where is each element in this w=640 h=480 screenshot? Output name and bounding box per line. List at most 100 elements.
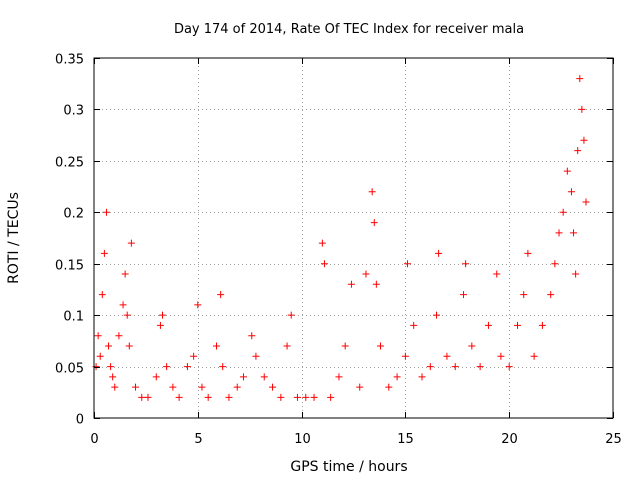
y-tick-label: 0.1: [63, 310, 84, 325]
data-point: [580, 136, 588, 144]
data-point: [310, 393, 318, 401]
data-point: [451, 363, 459, 371]
data-point: [138, 393, 146, 401]
data-point: [468, 342, 476, 350]
data-point: [572, 270, 580, 278]
data-point: [132, 383, 140, 391]
data-point: [563, 167, 571, 175]
data-point: [233, 383, 241, 391]
x-tick-label: 15: [397, 432, 414, 447]
data-point: [260, 373, 268, 381]
data-point: [100, 249, 108, 257]
data-point: [144, 393, 152, 401]
data-point: [524, 249, 532, 257]
data-point: [341, 342, 349, 350]
y-tick-labels: 0 0.05 0.1 0.15 0.2 0.25 0.3 0.35: [55, 53, 84, 428]
data-point: [169, 383, 177, 391]
data-point: [484, 321, 492, 329]
data-point: [393, 373, 401, 381]
data-point: [497, 352, 505, 360]
data-point: [335, 373, 343, 381]
x-tick-label: 10: [294, 432, 311, 447]
axis-ticks: [94, 58, 614, 419]
data-point: [98, 291, 106, 299]
data-point: [547, 291, 555, 299]
data-point: [493, 270, 501, 278]
y-tick-label: 0.2: [63, 207, 84, 222]
data-point: [460, 291, 468, 299]
data-point: [127, 239, 135, 247]
data-point: [362, 270, 370, 278]
data-point: [514, 321, 522, 329]
data-point: [582, 198, 590, 206]
data-point: [190, 352, 198, 360]
data-point: [287, 311, 295, 319]
grid-lines: [94, 58, 613, 418]
data-point: [403, 260, 411, 268]
plot-frame: [93, 57, 614, 419]
data-point: [217, 291, 225, 299]
y-tick-label: 0.25: [55, 156, 84, 171]
x-axis-title: GPS time / hours: [290, 459, 407, 475]
data-point: [347, 280, 355, 288]
data-point: [175, 393, 183, 401]
x-tick-label: 25: [605, 432, 622, 447]
y-tick-label: 0.3: [63, 104, 84, 119]
y-tick-label: 0: [76, 413, 84, 428]
data-point: [115, 332, 123, 340]
data-point: [248, 332, 256, 340]
x-tick-label: 5: [194, 432, 202, 447]
data-point: [385, 383, 393, 391]
data-point: [163, 363, 171, 371]
y-tick-label: 0.15: [55, 259, 84, 274]
data-point: [559, 208, 567, 216]
data-point: [183, 363, 191, 371]
data-point: [520, 291, 528, 299]
data-point: [476, 363, 484, 371]
data-point: [302, 393, 310, 401]
data-point: [96, 352, 104, 360]
data-point: [125, 342, 133, 350]
data-point: [372, 280, 380, 288]
x-tick-label: 0: [90, 432, 98, 447]
data-point: [410, 321, 418, 329]
data-point: [418, 373, 426, 381]
data-point: [574, 147, 582, 155]
data-point: [212, 342, 220, 350]
data-point: [198, 383, 206, 391]
data-point: [219, 363, 227, 371]
data-point: [111, 383, 119, 391]
data-point: [426, 363, 434, 371]
data-point: [401, 352, 409, 360]
data-point: [530, 352, 538, 360]
data-point: [107, 363, 115, 371]
data-point: [462, 260, 470, 268]
data-point: [376, 342, 384, 350]
chart-title: Day 174 of 2014, Rate Of TEC Index for r…: [174, 22, 524, 37]
data-point: [269, 383, 277, 391]
data-point: [576, 75, 584, 83]
data-point: [433, 311, 441, 319]
data-point: [293, 393, 301, 401]
y-axis-title: ROTI / TECUs: [6, 192, 22, 284]
data-points: [92, 75, 590, 401]
data-point: [123, 311, 131, 319]
data-point: [252, 352, 260, 360]
y-tick-label: 0.35: [55, 53, 84, 68]
y-tick-label: 0.05: [55, 362, 84, 377]
data-point: [119, 301, 127, 309]
data-point: [152, 373, 160, 381]
x-tick-label: 20: [501, 432, 518, 447]
data-point: [156, 321, 164, 329]
data-point: [318, 239, 326, 247]
data-point: [435, 249, 443, 257]
data-point: [570, 229, 578, 237]
data-point: [102, 208, 110, 216]
data-point: [567, 188, 575, 196]
data-point: [320, 260, 328, 268]
data-point: [327, 393, 335, 401]
data-point: [356, 383, 364, 391]
data-point: [159, 311, 167, 319]
data-point: [370, 219, 378, 227]
